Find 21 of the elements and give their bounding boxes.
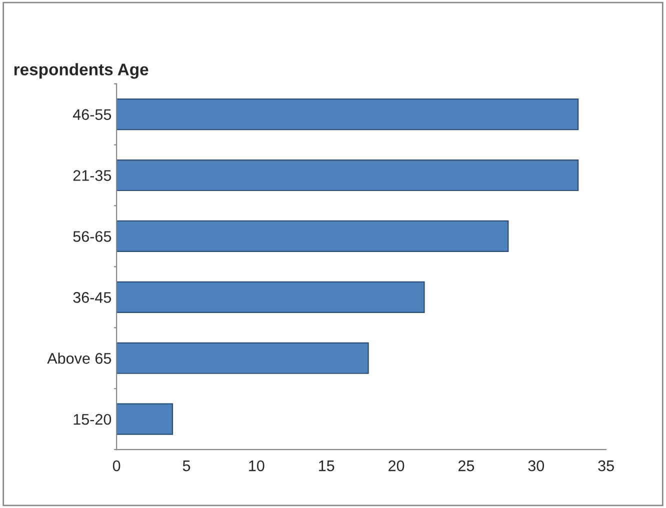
bar — [116, 281, 425, 313]
x-tick-label: 10 — [249, 460, 264, 472]
bar — [116, 98, 579, 130]
y-tick-label: 56-65 — [73, 231, 112, 242]
y-tick-label: 46-55 — [72, 109, 112, 120]
bar — [116, 220, 509, 252]
x-tick-label: 15 — [319, 460, 334, 472]
x-tick-label: 0 — [112, 460, 120, 472]
y-tick-label: 21-35 — [73, 170, 112, 181]
chart-title: respondents Age — [14, 63, 148, 79]
x-tick-label: 25 — [458, 460, 474, 472]
x-tick-label: 30 — [528, 460, 544, 472]
bar — [116, 159, 579, 192]
y-tick-label: 36-45 — [73, 292, 112, 303]
x-tick-label: 20 — [388, 460, 404, 472]
y-tick-label: 15-20 — [74, 414, 112, 425]
y-tick-label: Above 65 — [47, 352, 112, 364]
bar — [116, 342, 369, 374]
x-tick-label: 35 — [598, 460, 614, 472]
bar — [116, 403, 174, 435]
x-tick-label: 5 — [182, 460, 190, 472]
